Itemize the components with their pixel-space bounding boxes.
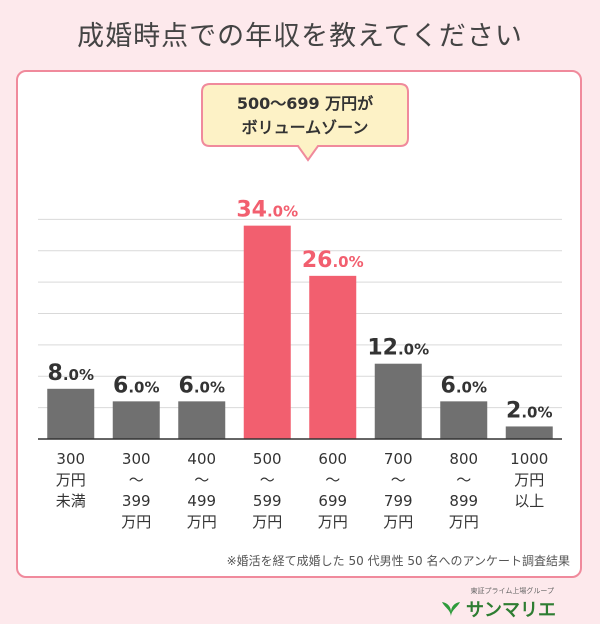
category-label: 799	[384, 492, 413, 510]
category-label: 万円	[318, 513, 348, 531]
category-label: 599	[253, 492, 282, 510]
bar-value-label: 12.0%	[367, 336, 429, 361]
bar-value-label: 2.0%	[506, 398, 552, 423]
category-label: 万円	[121, 513, 151, 531]
category-label: 699	[318, 492, 347, 510]
category-label: 万円	[449, 513, 479, 531]
callout-line2: ボリュームゾーン	[242, 118, 369, 137]
category-label: 399	[122, 492, 151, 510]
bar	[47, 388, 95, 439]
bar-value-label: 26.0%	[302, 248, 364, 273]
category-label: 未満	[56, 492, 86, 510]
category-label: 499	[187, 492, 216, 510]
brand-logo: 東証プライム上場グループ サンマリエ	[440, 586, 556, 622]
category-label: 万円	[252, 513, 282, 531]
bar	[178, 401, 226, 439]
bar	[243, 225, 291, 439]
bar-value-label: 6.0%	[113, 373, 159, 398]
brand-name: サンマリエ	[466, 600, 556, 621]
page-title: 成婚時点での年収を教えてください	[77, 21, 523, 52]
category-label: 700	[384, 450, 413, 468]
callout-bubble	[201, 83, 409, 162]
category-label: 400	[187, 450, 216, 468]
category-label: 800	[449, 450, 478, 468]
category-label: 〜	[456, 471, 471, 489]
callout-line1: 500〜699 万円が	[237, 94, 373, 113]
bar-value-label: 6.0%	[441, 373, 487, 398]
category-label: 〜	[325, 471, 340, 489]
bar	[440, 401, 488, 439]
survey-note: ※婚活を経て成婚した 50 代男性 50 名へのアンケート調査結果	[226, 554, 570, 568]
bar	[505, 426, 553, 439]
category-label: 〜	[129, 471, 144, 489]
category-label: 万円	[187, 513, 217, 531]
category-label: 〜	[260, 471, 275, 489]
bar	[112, 401, 160, 439]
category-label: 300	[122, 450, 151, 468]
bar	[309, 275, 357, 439]
category-label: 万円	[383, 513, 413, 531]
chart-card	[16, 70, 582, 578]
category-label: 万円	[56, 471, 86, 489]
category-label: 〜	[194, 471, 209, 489]
bar	[374, 363, 422, 439]
category-label: 500	[253, 450, 282, 468]
brand-tagline: 東証プライム上場グループ	[470, 587, 554, 595]
leaf-icon	[442, 602, 460, 617]
category-label: 600	[318, 450, 347, 468]
category-label: 1000	[510, 450, 548, 468]
category-label: 以上	[514, 492, 544, 510]
bar-value-label: 34.0%	[236, 198, 298, 223]
category-label: 899	[449, 492, 478, 510]
category-label: 300	[56, 450, 85, 468]
category-label: 〜	[391, 471, 406, 489]
bar-value-label: 8.0%	[48, 361, 94, 386]
category-label: 万円	[514, 471, 544, 489]
bar-value-label: 6.0%	[179, 373, 225, 398]
